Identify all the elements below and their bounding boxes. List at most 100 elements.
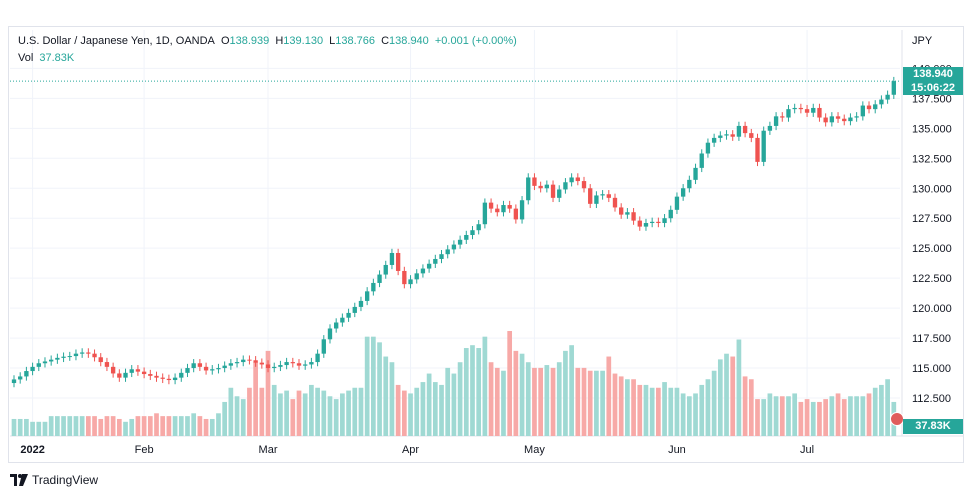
close-value: 138.940 <box>389 35 429 47</box>
open-label: O <box>220 35 230 47</box>
volume-bar <box>426 373 432 436</box>
candle-body <box>866 105 872 110</box>
candle-body <box>67 356 72 358</box>
candle-body <box>117 373 122 378</box>
footer-brand[interactable]: TradingView <box>10 473 98 487</box>
vol-label: Vol <box>18 52 34 64</box>
candle-body <box>148 374 153 376</box>
volume-bar <box>507 331 513 436</box>
volume-bar <box>445 367 451 436</box>
volume-bar <box>513 350 519 436</box>
volume-bar <box>488 362 494 436</box>
bar-countdown: 15:06:22 <box>910 82 956 94</box>
volume-bar <box>569 345 574 436</box>
candle-body <box>203 366 209 371</box>
volume-bar <box>247 387 252 436</box>
volume-bar <box>17 418 23 436</box>
candle-body <box>711 137 717 143</box>
volume-bar <box>680 393 686 436</box>
volume-bar <box>67 416 73 436</box>
volume-bar <box>755 399 760 436</box>
candle-body <box>730 134 735 137</box>
volume-bar <box>767 393 773 436</box>
candle-body <box>49 359 54 362</box>
candle-body <box>848 117 853 122</box>
candle-body <box>166 378 172 381</box>
candle-body <box>179 372 184 378</box>
volume-bar <box>271 384 277 436</box>
candle-body <box>18 376 23 380</box>
candle-body <box>86 352 91 354</box>
volume-bar <box>104 416 110 436</box>
volume-bar <box>841 399 847 436</box>
candle-body <box>860 105 865 117</box>
candle-body <box>259 362 265 365</box>
volume-bar <box>302 393 308 436</box>
candle-body <box>699 153 704 168</box>
y-tick-label: 120.000 <box>912 303 952 315</box>
candle-body <box>408 279 413 285</box>
candle-body <box>315 353 320 363</box>
volume-bar <box>11 418 17 436</box>
volume-bar <box>327 396 333 436</box>
candle-body <box>619 207 624 215</box>
candle-body <box>253 360 258 363</box>
volume-legend: Vol 37.83K <box>18 52 77 64</box>
volume-bar <box>538 367 543 436</box>
volume-bar <box>804 399 810 436</box>
candle-body <box>581 181 587 189</box>
volume-bar <box>166 416 172 436</box>
candle-body <box>104 362 110 367</box>
candle-body <box>668 209 673 219</box>
volume-bar <box>711 370 717 436</box>
flag-icon[interactable] <box>890 412 904 426</box>
candle-body <box>718 135 723 138</box>
volume-bar <box>643 384 649 436</box>
volume-bar <box>656 387 661 436</box>
candle-body <box>364 291 370 301</box>
volume-bar <box>476 348 482 436</box>
volume-bar <box>321 390 327 436</box>
volume-bar <box>494 367 500 436</box>
volume-bar <box>352 387 358 436</box>
candle-body <box>358 300 364 307</box>
candle-body <box>371 282 376 292</box>
candle-body <box>588 188 593 204</box>
volume-bar <box>736 339 742 436</box>
volume-bar <box>501 370 506 436</box>
candle-body <box>334 322 339 329</box>
candle-body <box>482 202 488 225</box>
candle-body <box>538 185 543 189</box>
candle-body <box>228 363 234 366</box>
candle-body <box>61 356 66 358</box>
high-label: H <box>275 35 284 47</box>
low-label: L <box>329 35 336 47</box>
candle-body <box>798 107 804 110</box>
candle-body <box>680 188 686 197</box>
volume-bar <box>116 418 122 436</box>
candle-body <box>811 107 816 113</box>
volume-bar <box>216 413 221 436</box>
volume-bar <box>377 342 382 436</box>
candle-body <box>532 177 537 186</box>
volume-bar <box>358 387 364 436</box>
candle-body <box>160 377 165 379</box>
candle-body <box>11 379 17 384</box>
candle-body <box>780 116 785 118</box>
volume-bar <box>346 390 351 436</box>
candle-body <box>674 196 680 210</box>
volume-bar <box>885 379 890 436</box>
y-tick-label: 135.000 <box>912 123 952 135</box>
candle-body <box>464 235 469 240</box>
volume-bar <box>612 373 618 436</box>
volume-bar <box>340 393 345 436</box>
candle-body <box>476 224 481 231</box>
open-value: 138.939 <box>229 35 270 47</box>
candle-body <box>98 357 103 363</box>
volume-bar <box>383 356 389 436</box>
candle-body <box>247 359 252 361</box>
volume-bar <box>30 421 35 436</box>
candle-body <box>817 107 822 118</box>
candle-body <box>835 116 841 119</box>
